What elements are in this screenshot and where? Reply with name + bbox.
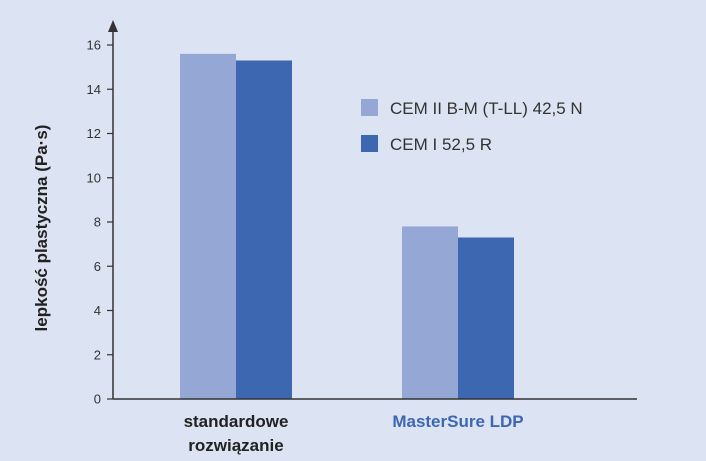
bar-1-1 — [180, 53, 236, 399]
y-tick-label: 6 — [94, 259, 101, 274]
y-tick-label: 8 — [94, 215, 101, 230]
legend-swatch — [361, 135, 378, 152]
y-tick-label: 12 — [87, 126, 101, 141]
y-tick-label: 16 — [87, 38, 101, 53]
bar-1-2 — [402, 226, 458, 399]
y-tick-label: 14 — [87, 82, 101, 97]
y-tick-label: 2 — [94, 347, 101, 362]
category-label: standardowe — [184, 412, 289, 431]
category-label: MasterSure LDP — [392, 412, 523, 431]
y-axis-label: lepkość plastyczna (Pa·s) — [32, 125, 51, 332]
y-tick-label: 0 — [94, 392, 101, 407]
category-label: rozwiązanie — [188, 436, 283, 455]
bar-2-1 — [236, 60, 292, 400]
legend-label: CEM II B-M (T-LL) 42,5 N — [390, 99, 583, 118]
y-tick-label: 10 — [87, 170, 101, 185]
legend-label: CEM I 52,5 R — [390, 135, 492, 154]
category-labels-group: standardowe rozwiązanie MasterSure LDP — [184, 412, 524, 455]
legend-swatch — [361, 99, 378, 116]
y-ticks-group: 0 2 4 6 8 10 12 14 16 — [87, 38, 113, 407]
legend: CEM II B-M (T-LL) 42,5 N CEM I 52,5 R — [361, 99, 583, 154]
y-tick-label: 4 — [94, 303, 101, 318]
bars-group — [180, 53, 514, 400]
y-axis-arrow — [108, 20, 118, 32]
bar-2-2 — [458, 237, 514, 399]
